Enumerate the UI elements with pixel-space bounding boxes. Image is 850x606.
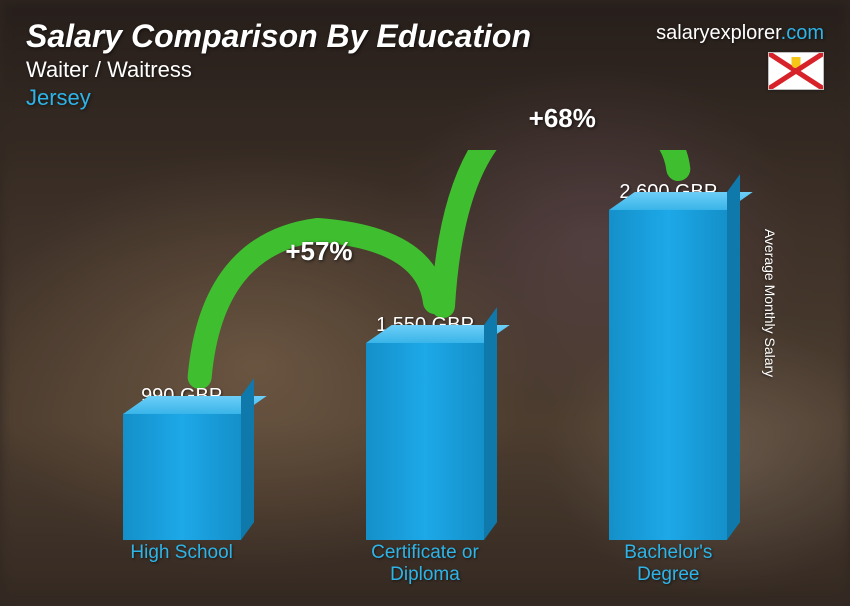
categories-row: High School Certificate orDiploma Bachelor… [60, 542, 790, 586]
location-label: Jersey [26, 85, 824, 111]
bar-side-face [484, 307, 497, 540]
category-label: Bachelor'sDegree [578, 542, 758, 586]
bars-row: 990 GBP 1,550 GBP 2,600 GBP [60, 180, 790, 540]
bar-3d [366, 343, 484, 540]
salary-chart: 990 GBP 1,550 GBP 2,600 GBP High School Cer… [60, 150, 790, 586]
content: Salary Comparison By Education Waiter / … [0, 0, 850, 606]
category-label: Certificate orDiploma [335, 542, 515, 586]
brand-label: salaryexplorer.com [656, 22, 824, 45]
bar-front-face [123, 414, 241, 540]
bar-side-face [241, 378, 254, 540]
bar-group: 2,600 GBP [578, 181, 758, 540]
delta-label: +57% [285, 236, 352, 267]
bar-group: 1,550 GBP [335, 314, 515, 540]
flag-crest [792, 57, 801, 68]
bar-3d [609, 210, 727, 540]
page-subtitle: Waiter / Waitress [26, 57, 824, 83]
bar-group: 990 GBP [92, 385, 272, 540]
category-label: High School [92, 542, 272, 586]
flag-jersey [768, 52, 824, 90]
bar-side-face [727, 174, 740, 540]
brand-name: salaryexplorer [656, 22, 781, 44]
bar-front-face [609, 210, 727, 540]
bar-front-face [366, 343, 484, 540]
brand-suffix: .com [781, 22, 824, 44]
delta-label: +68% [529, 103, 596, 134]
bar-3d [123, 414, 241, 540]
